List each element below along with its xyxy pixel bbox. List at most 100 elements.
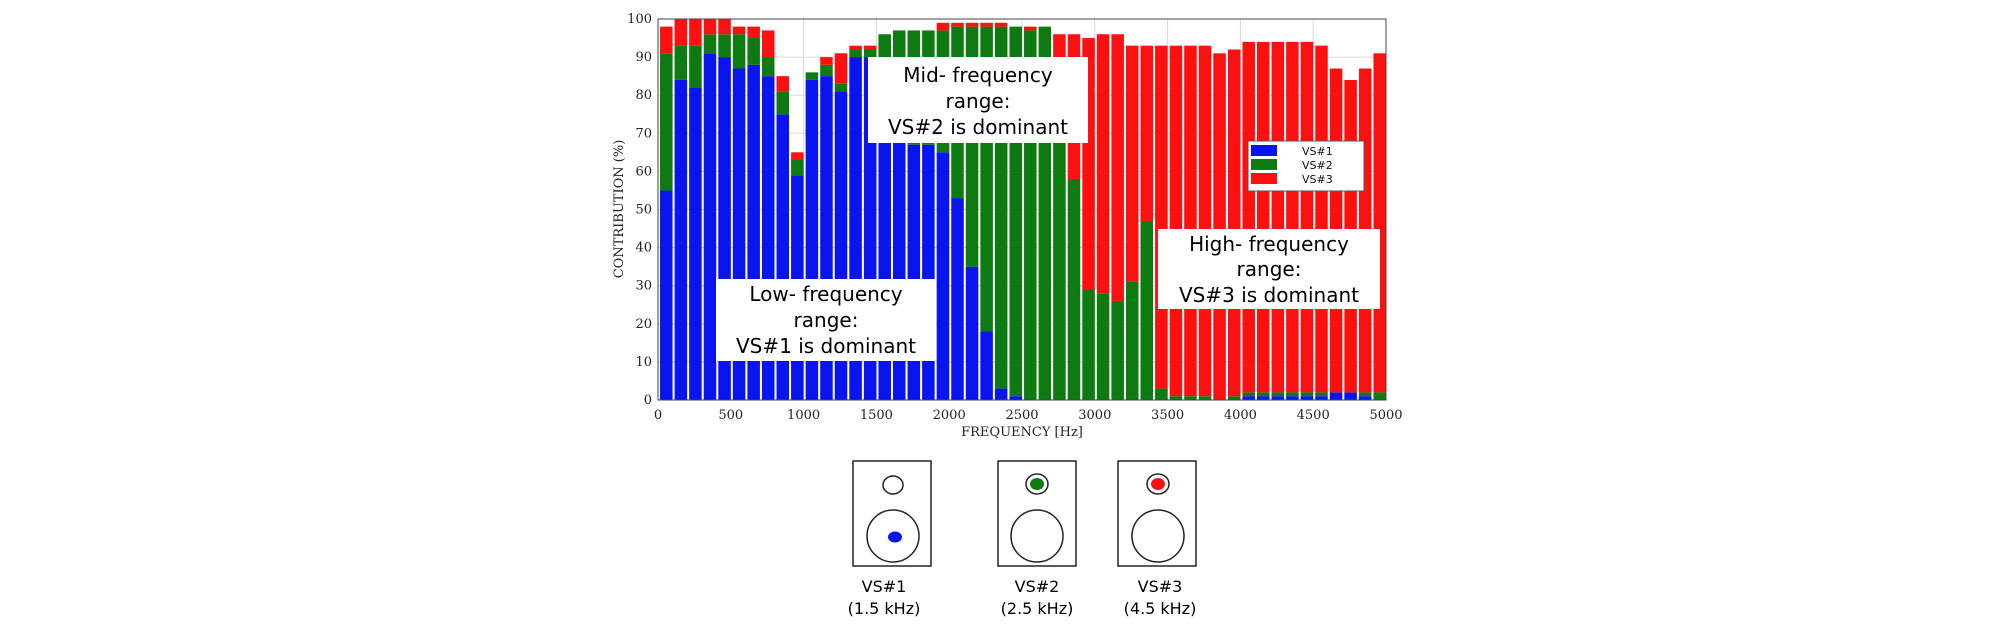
bar-vs1 <box>1256 396 1270 400</box>
bar-vs1 <box>1344 392 1357 400</box>
bar-vs3 <box>1227 49 1241 397</box>
annotation-low-line-1: Low- frequency <box>749 282 902 306</box>
bar-vs3 <box>791 152 804 160</box>
bar-vs3 <box>1111 34 1124 301</box>
bar-vs3 <box>747 26 760 39</box>
annotation-high-line-1: High- frequency <box>1189 232 1349 256</box>
bar-vs2 <box>747 38 760 65</box>
bar-vs2 <box>1300 392 1314 397</box>
bar-vs3 <box>703 19 717 35</box>
annotation-mid-line-1: Mid- frequency <box>903 63 1053 87</box>
bar-vs1 <box>951 198 964 400</box>
speaker-freq-vs2: (2.5 kHz) <box>1001 599 1074 618</box>
bar-vs2 <box>1358 392 1372 397</box>
y-tick-label: 90 <box>635 50 652 65</box>
bar-vs3 <box>1300 41 1314 393</box>
x-tick-label: 1000 <box>787 408 820 423</box>
x-tick-label: 2000 <box>933 408 966 423</box>
legend-swatch-vs2 <box>1251 159 1277 170</box>
bar-vs3 <box>1024 26 1037 31</box>
bar-vs3 <box>689 19 702 46</box>
bar-vs3 <box>1373 53 1386 393</box>
y-tick-label: 0 <box>644 393 652 408</box>
bar-vs1 <box>994 388 1008 400</box>
y-tick-label: 60 <box>635 164 652 179</box>
bar-vs1 <box>689 87 702 400</box>
bar-vs2 <box>1140 220 1154 400</box>
bar-vs2 <box>761 57 775 77</box>
bar-vs3 <box>1140 45 1154 221</box>
bar-vs2 <box>1053 133 1066 401</box>
bar-vs3 <box>732 26 746 35</box>
annotation-mid-line-3: VS#2 is dominant <box>888 115 1068 139</box>
bar-vs1 <box>1358 396 1372 400</box>
bar-vs2 <box>1067 179 1081 400</box>
legend-label-vs1: VS#1 <box>1302 145 1333 158</box>
bar-vs1 <box>907 144 921 400</box>
bar-vs2 <box>1373 392 1386 400</box>
bar-vs3 <box>674 19 688 46</box>
x-tick-label: 1500 <box>860 408 893 423</box>
annotation-high-line-2: range: <box>1237 257 1302 281</box>
x-tick-label: 4000 <box>1224 408 1257 423</box>
speaker-freq-vs1: (1.5 kHz) <box>848 599 921 618</box>
annotation-low-line-3: VS#1 is dominant <box>736 334 916 358</box>
bar-vs3 <box>761 30 775 58</box>
annotation-low-line-2: range: <box>794 308 859 332</box>
x-tick-labels: 0 500 1000 1500 2000 2500 3000 3500 4000 4500 5000 <box>654 408 1403 423</box>
bar-vs3 <box>1125 45 1139 282</box>
bar-vs3 <box>1155 45 1168 389</box>
bar-vs3 <box>660 26 673 54</box>
y-tick-label: 100 <box>627 12 652 27</box>
bar-vs2 <box>674 45 688 80</box>
bar-vs2 <box>703 34 717 54</box>
bar-vs2 <box>1111 300 1124 400</box>
bar-vs2 <box>834 83 848 92</box>
bar-vs3 <box>820 57 833 65</box>
bar-vs3 <box>863 45 877 50</box>
x-tick-label: 3500 <box>1151 408 1184 423</box>
bar-vs1 <box>703 53 717 400</box>
bar-vs2 <box>1242 392 1255 397</box>
bar-vs3 <box>936 22 950 31</box>
x-axis-title: FREQUENCY [Hz] <box>961 425 1083 440</box>
speaker-vs3: VS#3 (4.5 kHz) <box>1117 460 1197 618</box>
bar-vs2 <box>1227 396 1241 400</box>
annotation-mid-line-2: range: <box>946 89 1011 113</box>
bar-vs2 <box>1184 396 1197 400</box>
bar-vs3 <box>718 19 731 35</box>
speaker-label-vs1: VS#1 <box>862 577 907 596</box>
y-tick-label: 40 <box>635 241 652 256</box>
woofer <box>1131 509 1185 563</box>
bar-vs2 <box>1286 392 1299 397</box>
speaker-label-vs3: VS#3 <box>1138 577 1183 596</box>
bar-vs2 <box>732 34 746 69</box>
bar-vs3 <box>1096 34 1110 294</box>
x-tick-label: 500 <box>718 408 743 423</box>
tweeter-active-dot <box>1151 478 1165 490</box>
bar-vs3 <box>1286 41 1299 393</box>
bar-vs3 <box>1271 41 1285 393</box>
bar-vs2 <box>1315 392 1328 397</box>
bar-vs3 <box>965 22 979 27</box>
annotation-high-frequency: High- frequency range: VS#3 is dominant <box>1158 229 1380 309</box>
bar-vs1 <box>936 152 950 400</box>
bar-vs3 <box>980 22 993 27</box>
y-tick-label: 20 <box>635 317 652 332</box>
y-axis-title: CONTRIBUTION (%) <box>612 140 627 279</box>
bar-vs3 <box>1198 45 1212 397</box>
bar-vs1 <box>1300 396 1314 400</box>
speaker-vs2: VS#2 (2.5 kHz) <box>997 460 1077 618</box>
bar-vs2 <box>776 91 790 115</box>
y-tick-label: 80 <box>635 88 652 103</box>
bar-vs3 <box>776 76 790 92</box>
bar-vs3 <box>994 22 1008 27</box>
bar-vs1 <box>660 190 673 400</box>
bar-vs2 <box>863 49 877 58</box>
x-tick-label: 2500 <box>1005 408 1038 423</box>
y-tick-label: 50 <box>635 203 652 218</box>
bar-vs2 <box>1169 396 1183 400</box>
bar-vs2 <box>820 64 833 77</box>
tweeter <box>882 475 904 495</box>
